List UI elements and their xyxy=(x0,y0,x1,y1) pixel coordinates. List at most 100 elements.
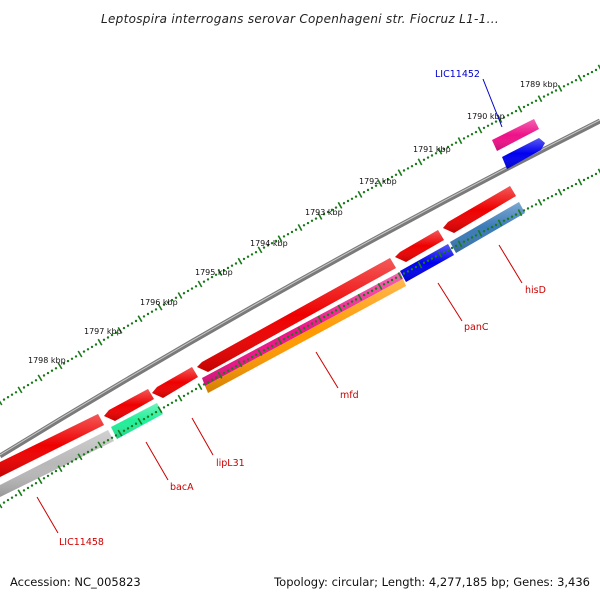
outer-scale-dot xyxy=(54,367,58,370)
inner-scale-tick xyxy=(217,371,223,379)
inner-scale-tick xyxy=(517,209,523,217)
outer-scale-dot xyxy=(74,355,78,358)
label-LIC11458[interactable]: LIC11458 xyxy=(59,537,104,548)
inner-scale-dot xyxy=(506,217,510,220)
outer-scale-dot xyxy=(154,308,158,311)
outer-scale-tick xyxy=(257,246,263,254)
outer-scale-dot xyxy=(406,167,410,170)
inner-scale-dot xyxy=(574,182,578,186)
outer-scale-tick xyxy=(0,400,3,406)
inner-scale-tick xyxy=(317,315,323,323)
outer-scale-dot xyxy=(70,357,74,360)
outer-scale-tick xyxy=(177,292,183,299)
inner-scale-tick xyxy=(417,261,423,269)
outer-scale-dot xyxy=(214,273,218,276)
outer-scale-tick xyxy=(477,126,483,134)
outer-scale-dot xyxy=(542,95,546,98)
outer-scale-dot xyxy=(62,362,66,365)
inner-scale-dot xyxy=(362,293,366,297)
outer-scale-dot xyxy=(526,103,530,107)
outer-scale-dot xyxy=(50,369,54,372)
inner-scale-tick xyxy=(457,240,463,248)
inner-scale-dot xyxy=(334,309,338,312)
outer-scale-dot xyxy=(510,112,514,115)
outer-scale-dot xyxy=(330,208,334,211)
inner-scale-dot xyxy=(566,186,570,190)
inner-scale-dot xyxy=(430,257,434,260)
outer-scale-dot xyxy=(294,228,298,231)
outer-scale-tick xyxy=(417,158,423,166)
outer-scale-dot xyxy=(302,224,306,227)
inner-scale-dot xyxy=(570,184,574,188)
inner-scale-dot xyxy=(26,486,30,490)
inner-scale-tick xyxy=(397,272,403,280)
outer-scale-dot xyxy=(290,230,294,234)
inner-scale-tick xyxy=(57,465,63,473)
outer-scale-dot xyxy=(350,197,354,200)
label-bacA[interactable]: bacA xyxy=(170,482,194,493)
outer-scale-dot xyxy=(90,345,94,349)
outer-scale-tick xyxy=(377,180,383,187)
outer-scale-tick xyxy=(157,303,163,311)
inner-scale-tick xyxy=(577,178,583,186)
outer-scale-dot xyxy=(394,173,398,176)
inner-scale-dot xyxy=(454,244,458,248)
inner-scale-dot xyxy=(42,477,46,480)
inner-scale-dot xyxy=(186,392,190,395)
outer-scale-dot xyxy=(470,133,474,136)
outer-scale-dot xyxy=(10,393,14,396)
leader-LIC11458 xyxy=(36,496,59,534)
outer-scale-dot xyxy=(274,239,278,243)
outer-scale-dot xyxy=(102,338,106,341)
label-hisD[interactable]: hisD xyxy=(525,285,546,296)
kbp-label-1797: 1797 kbp xyxy=(84,327,122,336)
inner-scale-dot xyxy=(590,174,594,178)
inner-scale-dot xyxy=(286,335,290,339)
kbp-labels: 1789 kbp 1790 kbp 1791 kbp 1792 kbp 1793… xyxy=(28,80,558,365)
inner-scale-dot xyxy=(202,383,206,386)
outer-scale-dot xyxy=(594,68,598,72)
outer-scale-dot xyxy=(514,109,518,113)
inner-scale-dot xyxy=(486,227,490,231)
outer-scale-dot xyxy=(506,114,510,117)
label-lipL31[interactable]: lipL31 xyxy=(216,458,245,469)
outer-scale-tick xyxy=(197,280,203,288)
outer-scale-dot xyxy=(142,315,146,318)
outer-scale-tick xyxy=(117,326,123,334)
outer-scale-dot xyxy=(586,72,590,76)
inner-scale-dot xyxy=(382,283,386,286)
inner-scale-dot xyxy=(22,489,26,492)
inner-scale-dot xyxy=(326,313,330,316)
label-LIC11452[interactable]: LIC11452 xyxy=(435,69,480,80)
inner-scale-dot xyxy=(110,436,114,439)
inner-scale-dot xyxy=(34,482,38,485)
outer-scale-tick xyxy=(57,362,63,370)
outer-scale-dot xyxy=(254,251,258,254)
outer-scale-dot xyxy=(86,348,90,351)
label-panC[interactable]: panC xyxy=(464,322,489,333)
outer-scale-dot xyxy=(366,188,370,192)
outer-scale-dot xyxy=(346,199,350,203)
outer-scale-dot xyxy=(582,74,586,78)
leader-bacA xyxy=(145,441,169,481)
outer-scale-dot xyxy=(182,292,186,295)
inner-scale-dot xyxy=(354,298,358,301)
outer-scale-tick xyxy=(17,386,23,394)
inner-scale-dot xyxy=(262,349,266,352)
outer-scale-tick xyxy=(317,212,323,220)
outer-scale-dot xyxy=(374,184,378,187)
outer-scale-dot xyxy=(482,126,486,130)
inner-scale-dot xyxy=(134,422,138,425)
label-mfd[interactable]: mfd xyxy=(340,390,359,401)
outer-scale-dot xyxy=(162,303,166,306)
outer-scale-dot xyxy=(426,156,430,159)
inner-scale-dot xyxy=(374,287,378,290)
outer-scale-dot xyxy=(2,398,6,401)
inner-scale-dot xyxy=(106,439,110,442)
inner-scale-dot xyxy=(222,371,226,375)
outer-scale-dot xyxy=(410,165,414,168)
inner-scale-dot xyxy=(450,246,454,250)
outer-scale-dot xyxy=(202,280,206,283)
inner-scale-dot xyxy=(346,302,350,305)
outer-scale-dot xyxy=(310,219,314,222)
